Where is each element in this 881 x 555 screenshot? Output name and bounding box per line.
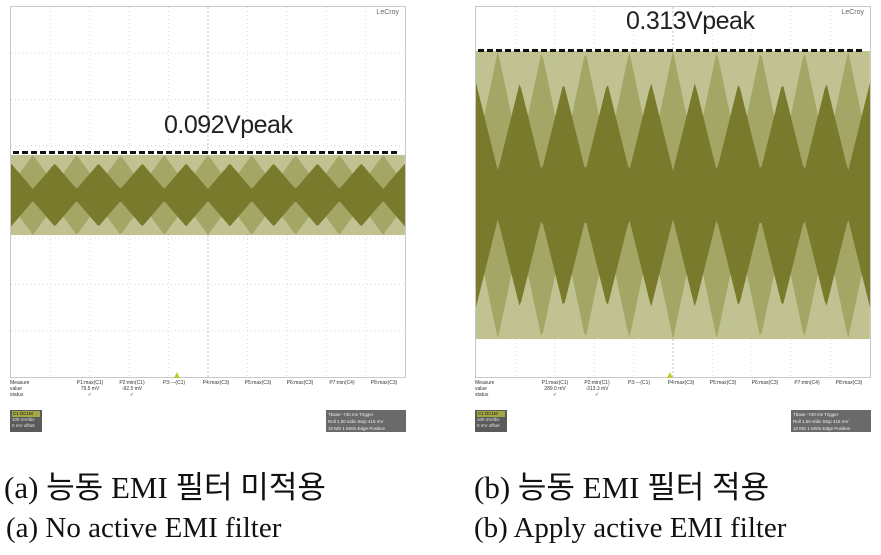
trigger-marker-b (667, 372, 673, 378)
oscilloscope-screen-b: LeCroy 0.313Vpeak (475, 6, 871, 378)
timebase-line-a-1: Roll 1.00 s/div Stop 416 mV (328, 419, 384, 424)
brand-logo-b: LeCroy (841, 9, 864, 16)
trigger-marker-a (174, 372, 180, 378)
channel-line-b-1: 0 mV offset (477, 423, 500, 428)
measure-row-labels: Measure value status (475, 380, 495, 398)
peak-label-a: 0.092Vpeak (164, 111, 293, 139)
measure-column: P8:max(C3) (370, 380, 398, 386)
oscilloscope-screen-a: LeCroy 0.092Vpeak (10, 6, 406, 378)
channel-line-b-0: 100 mV/div (477, 417, 500, 422)
measure-column: P2:min(C1) -313.3 mV ✓ (584, 380, 610, 398)
measure-column: P1:max(C1) 79.5 mV ✓ (76, 380, 104, 398)
measure-column: P3:---(C1) (162, 380, 186, 386)
measure-column: P3:---(C1) (627, 380, 651, 386)
brand-logo-a: LeCroy (376, 9, 399, 16)
peak-line-b (478, 49, 862, 52)
timebase-box-b: Tbase -740 ms Trigger Roll 1.00 s/div St… (791, 410, 871, 432)
scope-panel-a: LeCroy 0.092Vpeak Measure value status P1:m… (0, 0, 416, 440)
timebase-line-a-0: Tbase -740 ms Trigger (328, 412, 374, 417)
measure-column: P6:max(C3) (286, 380, 314, 386)
timebase-line-a-2: 10 MS 1 MS/s Edge Positive (328, 426, 386, 431)
channel-head-b: C1 DC1M (477, 411, 505, 417)
waveform-envelope-dark (476, 82, 870, 308)
measure-column: P2:min(C1) -92.5 mV ✓ (119, 380, 145, 398)
channel-box-b: C1 DC1M 100 mV/div 0 mV offset (475, 410, 507, 432)
measure-column: P6:max(C3) (751, 380, 779, 386)
channel-head-a: C1 DC1M (12, 411, 40, 417)
timebase-line-b-2: 10 MS 1 MS/s Edge Positive (793, 426, 851, 431)
waveform-plot-b (476, 7, 870, 377)
measure-column: P8:max(C3) (835, 380, 863, 386)
measure-column: P4:max(C3) (202, 380, 230, 386)
measure-table-a: Measure value status P1:max(C1) 79.5 mV ✓ P2:m… (10, 378, 404, 408)
caption-en-b: (b) Apply active EMI filter (474, 512, 787, 544)
measure-table-b: Measure value status P1:max(C1) 289.0 mV ✓ P2:… (475, 378, 869, 408)
peak-line-a (13, 151, 397, 154)
measure-column: P7:min(C4) (794, 380, 820, 386)
measure-column: P5:max(C3) (244, 380, 272, 386)
measure-column: P1:max(C1) 289.0 mV ✓ (541, 380, 569, 398)
measure-column: P4:max(C3) (667, 380, 695, 386)
caption-ko-b: (b) 능동 EMI 필터 적용 (474, 470, 770, 505)
caption-en-a: (a) No active EMI filter (6, 512, 282, 544)
caption-ko-a: (a) 능동 EMI 필터 미적용 (4, 470, 326, 505)
channel-line-a-0: 100 mV/div (12, 417, 35, 422)
timebase-box-a: Tbase -740 ms Trigger Roll 1.00 s/div St… (326, 410, 406, 432)
timebase-line-b-0: Tbase -740 ms Trigger (793, 412, 839, 417)
timebase-line-b-1: Roll 1.00 s/div Stop 416 mV (793, 419, 849, 424)
channel-line-a-1: 0 mV offset (12, 423, 35, 428)
waveform-plot-a (11, 7, 405, 377)
measure-row-labels: Measure value status (10, 380, 30, 398)
waveform-envelope-dark (11, 163, 405, 227)
peak-label-b: 0.313Vpeak (626, 7, 755, 35)
scope-panel-b: LeCroy 0.313Vpeak Measure value status P1:m… (465, 0, 881, 440)
measure-column: P7:min(C4) (329, 380, 355, 386)
measure-column: P5:max(C3) (709, 380, 737, 386)
channel-box-a: C1 DC1M 100 mV/div 0 mV offset (10, 410, 42, 432)
